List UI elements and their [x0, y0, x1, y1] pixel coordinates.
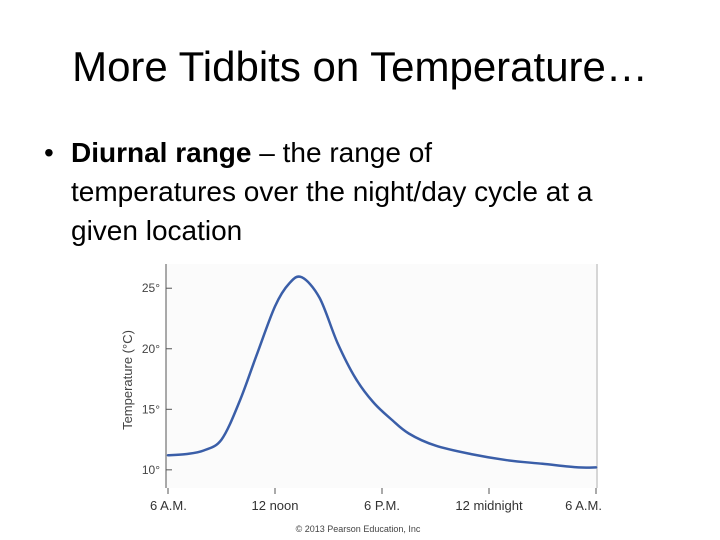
- temperature-series-line: [166, 275, 598, 469]
- plot-shadow-right: [596, 264, 598, 488]
- y-ticks: 25° 20° 15° 10°: [142, 281, 172, 477]
- y-tick-label: 10°: [142, 463, 160, 477]
- slide-title: More Tidbits on Temperature…: [72, 43, 648, 90]
- x-tick-label: 6 A.M.: [565, 498, 602, 513]
- temperature-chart: Temperature (°C) 25° 20° 15° 10° 6 A.M. 12 n…: [120, 264, 602, 534]
- bullet-rest: – the range of: [251, 137, 433, 168]
- y-tick-label: 20°: [142, 342, 160, 356]
- x-ticks: 6 A.M. 12 noon 6 P.M. 12 midnight 6 A.M.: [150, 488, 602, 513]
- x-tick-label: 6 P.M.: [364, 498, 400, 513]
- bullet-line-2: temperatures over the night/day cycle at…: [71, 176, 593, 207]
- y-axis-label: Temperature (°C): [120, 330, 135, 430]
- x-tick-label: 12 midnight: [455, 498, 523, 513]
- bullet-symbol: •: [44, 137, 54, 168]
- x-tick-label: 6 A.M.: [150, 498, 187, 513]
- bullet-line-3: given location: [71, 215, 243, 246]
- plot-background: [166, 264, 596, 488]
- bullet-line-1: Diurnal range – the range of: [71, 133, 432, 172]
- x-tick-label: 12 noon: [252, 498, 299, 513]
- y-tick-label: 15°: [142, 402, 160, 416]
- bullet-term: Diurnal range: [71, 137, 252, 168]
- y-tick-label: 25°: [142, 281, 160, 295]
- copyright-text: © 2013 Pearson Education, Inc: [296, 524, 421, 534]
